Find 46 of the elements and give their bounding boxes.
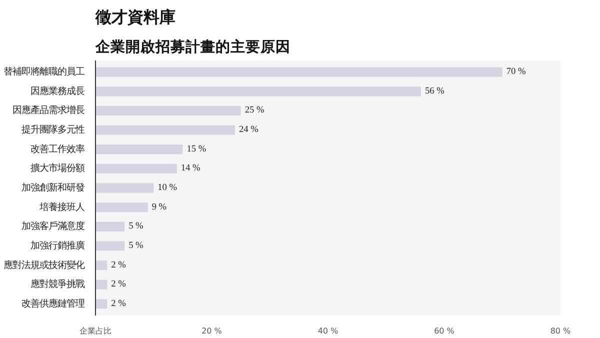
data-label: 10 % [158,183,178,193]
y-tick-label: 因應產品需求增長 [12,105,84,116]
x-tick-label: 80 % [550,326,572,336]
bar [96,183,154,193]
data-label: 56 % [425,86,445,96]
data-label: 2 % [111,260,126,270]
y-tick-label: 應對法規或技術變化 [4,260,84,271]
bar [96,125,235,135]
data-label: 25 % [244,106,264,116]
y-tick-label: 擴大市場份額 [30,163,84,174]
data-label: 5 % [128,240,144,251]
data-label: 70 % [506,67,526,78]
data-label: 5 % [128,222,144,232]
chart-title: 徵才資料庫 [94,8,176,26]
data-label: 2 % [111,298,126,309]
bar [96,222,125,232]
y-tick-label: 提升團隊多元性 [22,124,84,136]
bar [96,260,108,270]
bar [96,241,125,251]
bar [96,144,183,154]
data-label: 24 % [239,125,259,136]
bar [96,67,502,77]
bar [96,86,421,96]
data-label: 15 % [186,144,206,154]
y-tick-label: 因應業務成長 [30,86,84,97]
x-tick-label: 企業占比 [80,326,112,336]
bar [96,164,177,174]
y-tick-label: 培養接班人 [38,202,84,213]
bar [96,299,108,309]
data-label: 9 % [152,202,167,212]
chart-subtitle: 企業開啟招募計畫的主要原因 [94,38,290,56]
bar [96,280,108,290]
data-label: 2 % [111,280,126,290]
bar [96,202,148,212]
y-tick-label: 改善工作效率 [30,144,84,155]
x-tick-label: 20 % [202,326,222,336]
x-tick-label: 40 % [318,326,339,336]
y-tick-label: 改善供應鏈管理 [22,298,84,310]
y-tick-label: 加強行銷推廣 [30,240,84,252]
bar [96,106,241,116]
data-label: 14 % [180,164,201,174]
x-tick-label: 60 % [434,326,455,336]
y-tick-label: 加強創新和研發 [22,182,84,194]
y-tick-label: 應對競爭挑戰 [30,279,84,290]
y-tick-label: 替補即將離職的員工 [4,66,84,78]
y-tick-label: 加強客戶滿意度 [22,221,84,232]
